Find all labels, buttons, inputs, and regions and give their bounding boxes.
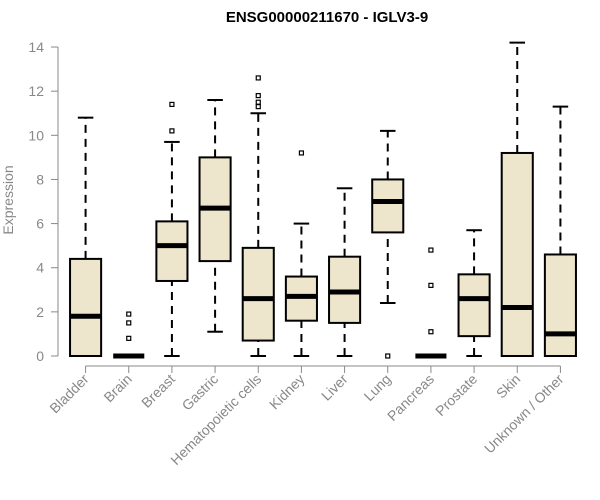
axes: 0 2 4 6 8 10 12 14 bbox=[28, 39, 561, 373]
outlier-point bbox=[298, 150, 305, 156]
x-tick-label: Unknown / Other bbox=[481, 371, 567, 457]
box-gastric bbox=[198, 99, 232, 333]
box-pancreas bbox=[415, 247, 447, 359]
box-liver bbox=[328, 187, 362, 357]
outlier-point bbox=[126, 335, 132, 341]
box-skin bbox=[500, 41, 534, 357]
x-tick-label: Bladder bbox=[46, 371, 92, 417]
x-tick-label: Breast bbox=[138, 371, 178, 411]
box-kidney bbox=[284, 150, 318, 357]
x-tick-label: Liver bbox=[318, 371, 351, 404]
iqr-box bbox=[500, 151, 534, 357]
outlier-point bbox=[169, 128, 175, 134]
y-tick-label: 14 bbox=[28, 39, 44, 55]
y-axis-label: Expression bbox=[0, 165, 16, 234]
box-hematopoietic-cells bbox=[241, 75, 275, 357]
x-tick-label: Lung bbox=[361, 371, 394, 404]
outlier-point bbox=[255, 75, 261, 81]
x-tick-label: Gastric bbox=[179, 371, 222, 414]
y-tick-label: 8 bbox=[36, 171, 44, 187]
iqr-box bbox=[241, 246, 275, 342]
x-tick-label: Kidney bbox=[266, 371, 308, 413]
iqr-box bbox=[69, 257, 103, 357]
y-tick-label: 10 bbox=[28, 127, 44, 143]
box-unknown-other bbox=[543, 105, 577, 357]
box-bladder bbox=[69, 116, 103, 357]
outlier-point bbox=[255, 92, 261, 99]
iqr-box bbox=[543, 253, 577, 357]
y-tick-label: 0 bbox=[36, 348, 44, 364]
outlier-point bbox=[126, 320, 132, 326]
x-tick-label: Skin bbox=[493, 371, 524, 402]
box-lung bbox=[371, 129, 405, 359]
outlier-point bbox=[428, 329, 434, 335]
boxes bbox=[69, 41, 577, 359]
y-tick-label: 12 bbox=[28, 83, 44, 99]
box-breast bbox=[155, 101, 189, 357]
x-tick-label: Pancreas bbox=[384, 371, 437, 424]
x-tick-label: Prostate bbox=[432, 371, 480, 419]
outlier-point bbox=[255, 104, 261, 110]
y-tick-label: 2 bbox=[36, 304, 44, 320]
y-tick-label: 4 bbox=[36, 260, 44, 276]
x-tick-label: Brain bbox=[100, 371, 134, 405]
box-brain bbox=[113, 311, 145, 359]
outlier-point bbox=[428, 247, 434, 253]
outlier-point bbox=[428, 282, 434, 288]
iqr-box bbox=[371, 178, 405, 234]
y-tick-label: 6 bbox=[36, 216, 44, 232]
iqr-box bbox=[155, 220, 189, 282]
outlier-point bbox=[169, 101, 175, 108]
iqr-box bbox=[457, 273, 491, 338]
chart-title: ENSG00000211670 - IGLV3-9 bbox=[226, 9, 428, 26]
outlier-point bbox=[255, 99, 261, 105]
outlier-point bbox=[385, 353, 391, 359]
outlier-point bbox=[126, 311, 132, 317]
box-prostate bbox=[457, 229, 491, 357]
